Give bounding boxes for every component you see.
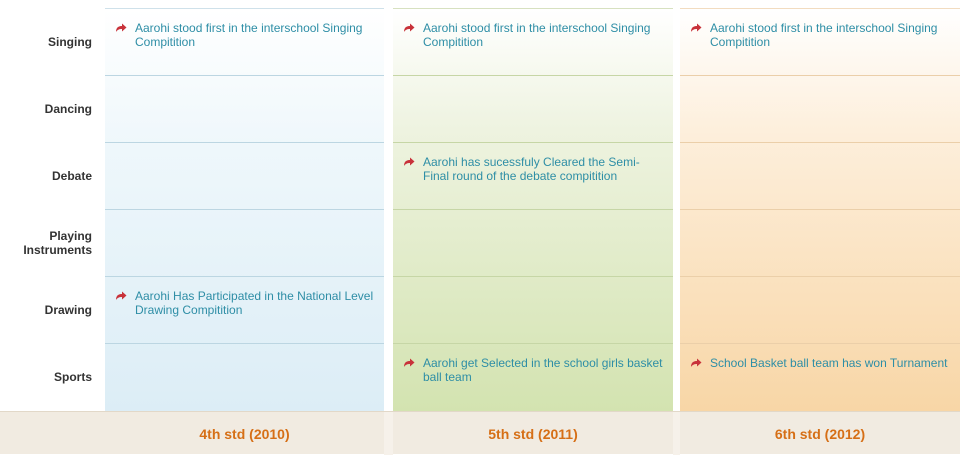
- cell-singing: Aarohi stood first in the interschool Si…: [105, 9, 384, 76]
- cell-singing: Aarohi stood first in the interschool Si…: [393, 9, 673, 76]
- curved-arrow-icon: [404, 23, 415, 32]
- cell-dancing: [393, 76, 673, 143]
- curved-arrow-icon: [404, 358, 415, 367]
- curved-arrow-icon: [691, 358, 702, 367]
- curved-arrow-icon: [116, 291, 127, 300]
- row-label-drawing: Drawing: [44, 302, 92, 317]
- cell-drawing: Aarohi Has Participated in the National …: [105, 277, 384, 344]
- cell-drawing: [393, 277, 673, 344]
- column-5th-std: Aarohi stood first in the interschool Si…: [393, 8, 673, 412]
- row-label-sports: Sports: [53, 369, 92, 384]
- cell-sports: Aarohi get Selected in the school girls …: [393, 344, 673, 411]
- entry[interactable]: Aarohi stood first in the interschool Si…: [403, 21, 663, 49]
- cell-playing-instruments: [680, 210, 960, 277]
- entry[interactable]: Aarohi Has Participated in the National …: [115, 289, 374, 317]
- column-header-4th-std[interactable]: 4th std (2010): [199, 425, 290, 442]
- cell-sports: School Basket ball team has won Turnamen…: [680, 344, 960, 411]
- entry[interactable]: Aarohi has sucessfuly Cleared the Semi-F…: [403, 155, 663, 183]
- column-6th-std: Aarohi stood first in the interschool Si…: [680, 8, 960, 412]
- entry-link[interactable]: Aarohi Has Participated in the National …: [135, 289, 374, 317]
- entry-link[interactable]: Aarohi stood first in the interschool Si…: [423, 21, 651, 49]
- cell-singing: Aarohi stood first in the interschool Si…: [680, 9, 960, 76]
- column-header-5th-std[interactable]: 5th std (2011): [488, 425, 578, 442]
- divider: [673, 412, 680, 455]
- cell-dancing: [105, 76, 384, 143]
- footer-bar: 4th std (2010) 5th std (2011) 6th std (2…: [0, 411, 960, 455]
- entry[interactable]: Aarohi stood first in the interschool Si…: [115, 21, 374, 49]
- cell-drawing: [680, 277, 960, 344]
- column-4th-std: Aarohi stood first in the interschool Si…: [105, 8, 384, 412]
- row-label-singing: Singing: [48, 34, 92, 49]
- column-header-6th-std[interactable]: 6th std (2012): [774, 425, 866, 442]
- cell-dancing: [680, 76, 960, 143]
- entry-link[interactable]: Aarohi has sucessfuly Cleared the Semi-F…: [423, 155, 640, 183]
- curved-arrow-icon: [691, 23, 702, 32]
- entry-link[interactable]: Aarohi stood first in the interschool Si…: [135, 21, 363, 49]
- curved-arrow-icon: [116, 23, 127, 32]
- cell-debate: [680, 143, 960, 210]
- cell-debate: Aarohi has sucessfuly Cleared the Semi-F…: [393, 143, 673, 210]
- entry-link[interactable]: Aarohi stood first in the interschool Si…: [710, 21, 938, 49]
- cell-debate: [105, 143, 384, 210]
- entry[interactable]: Aarohi stood first in the interschool Si…: [690, 21, 950, 49]
- entry-link[interactable]: Aarohi get Selected in the school girls …: [423, 356, 663, 384]
- entry[interactable]: School Basket ball team has won Turnamen…: [690, 356, 950, 370]
- cell-sports: [105, 344, 384, 411]
- cell-playing-instruments: [105, 210, 384, 277]
- divider: [384, 412, 393, 455]
- cell-playing-instruments: [393, 210, 673, 277]
- entry[interactable]: Aarohi get Selected in the school girls …: [403, 356, 663, 384]
- curved-arrow-icon: [404, 157, 415, 166]
- entry-link[interactable]: School Basket ball team has won Turnamen…: [710, 356, 948, 370]
- row-label-debate: Debate: [51, 168, 92, 183]
- row-label-playing-instruments: Playing Instruments: [23, 228, 92, 257]
- row-label-dancing: Dancing: [44, 101, 92, 116]
